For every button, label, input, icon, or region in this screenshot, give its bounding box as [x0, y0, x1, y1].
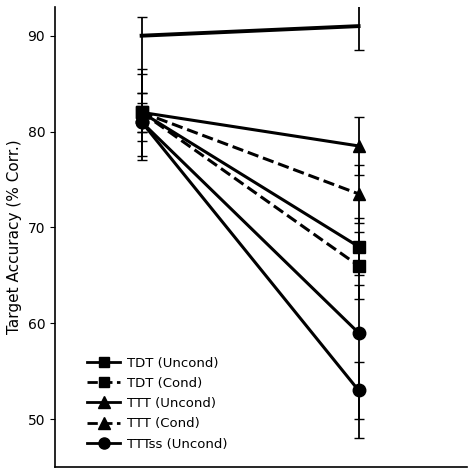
- Y-axis label: Target Accuracy (% Corr.): Target Accuracy (% Corr.): [7, 140, 22, 334]
- Legend: TDT (Uncond), TDT (Cond), TTT (Uncond), TTT (Cond), TTTss (Uncond): TDT (Uncond), TDT (Cond), TTT (Uncond), …: [82, 351, 233, 456]
